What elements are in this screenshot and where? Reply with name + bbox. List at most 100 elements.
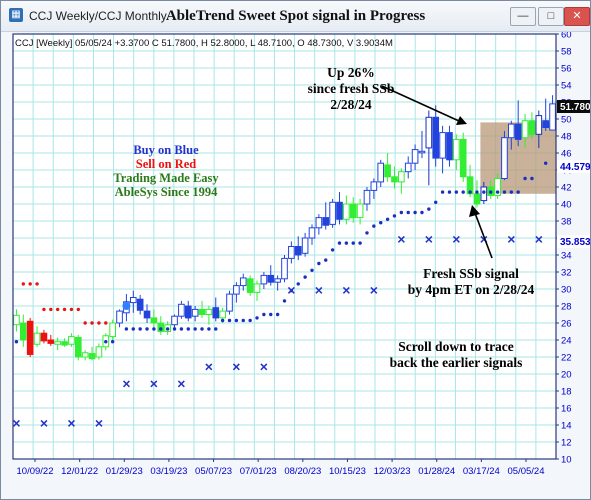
blue-dot-32 bbox=[234, 318, 239, 323]
blue-dot-47 bbox=[337, 241, 342, 245]
svg-text:35.853: 35.853 bbox=[560, 237, 590, 248]
bar-body bbox=[315, 217, 323, 229]
price-bar-60 bbox=[425, 110, 433, 186]
price-label-low: 35.853 bbox=[557, 235, 590, 248]
maximize-button[interactable]: □ bbox=[538, 7, 564, 26]
blue-dot-48 bbox=[344, 241, 349, 245]
arrow-fresh-line bbox=[474, 212, 493, 259]
blue-dot-50 bbox=[358, 241, 362, 245]
date-axis: 10/09/22 12/01/22 01/29/23 03/19/23 05/07/23… bbox=[17, 459, 544, 477]
y-tick-label: 20 bbox=[561, 370, 572, 381]
blue-dot-77 bbox=[543, 161, 548, 165]
bar-body bbox=[26, 320, 34, 355]
bar-body bbox=[384, 164, 391, 178]
x-tick-label: 10/09/22 bbox=[17, 466, 54, 477]
blue-dot-30 bbox=[220, 318, 225, 323]
x-mark-72: × bbox=[507, 231, 515, 247]
bar-body bbox=[308, 227, 316, 239]
y-tick-label: 12 bbox=[561, 438, 572, 449]
bar-body bbox=[33, 332, 41, 345]
scroll-line-1: Scroll down to trace bbox=[398, 339, 514, 354]
price-bar-52 bbox=[370, 178, 378, 199]
bar-body bbox=[418, 150, 426, 154]
bar-body bbox=[404, 162, 412, 173]
price-bar-4 bbox=[40, 329, 48, 344]
blue-dot-34 bbox=[248, 318, 252, 323]
bar-body bbox=[473, 193, 481, 205]
y-tick-label: 26 bbox=[561, 319, 572, 330]
up-line-3: 2/28/24 bbox=[330, 97, 372, 112]
price-bar-25 bbox=[184, 300, 192, 322]
x-mark-36: × bbox=[260, 359, 268, 375]
close-button[interactable]: ✕ bbox=[564, 7, 590, 26]
blue-dot-31 bbox=[227, 318, 232, 323]
up-annotation: Up 26% since fresh SSb 2/28/24 bbox=[308, 65, 395, 112]
blue-dot-19 bbox=[145, 327, 149, 331]
blue-dot-64 bbox=[454, 190, 459, 194]
bar-body bbox=[260, 274, 268, 285]
blue-dot-46 bbox=[330, 248, 335, 252]
blue-dot-53 bbox=[379, 221, 383, 225]
price-bar-41 bbox=[294, 236, 302, 261]
blue-dot-73 bbox=[516, 190, 520, 194]
minimize-button[interactable]: — bbox=[510, 7, 536, 26]
grid-lines bbox=[13, 33, 556, 460]
red-dot-5 bbox=[49, 307, 53, 312]
y-tick-label: 30 bbox=[561, 285, 572, 296]
bar-body bbox=[191, 308, 199, 317]
bar-body bbox=[226, 293, 233, 312]
chart-app-icon: ▦ bbox=[9, 8, 23, 22]
price-bar-26 bbox=[191, 306, 199, 322]
blue-dot-26 bbox=[193, 327, 197, 331]
bar-body bbox=[398, 171, 405, 183]
x-tick-label: 01/29/23 bbox=[106, 466, 143, 477]
price-bar-44 bbox=[315, 214, 323, 235]
blue-dot-67 bbox=[475, 190, 479, 194]
x-mark-24: × bbox=[177, 376, 185, 392]
bar-body bbox=[508, 123, 515, 139]
x-tick-label: 07/01/23 bbox=[240, 466, 277, 477]
bar-body bbox=[205, 308, 213, 315]
price-bar-57 bbox=[404, 156, 412, 179]
price-bar-59 bbox=[418, 130, 426, 159]
blue-dot-45 bbox=[324, 258, 328, 262]
price-bar-35 bbox=[253, 280, 261, 301]
bar-body bbox=[116, 310, 123, 324]
bar-body bbox=[184, 305, 192, 319]
x-mark-40: × bbox=[287, 282, 295, 298]
price-bar-71 bbox=[501, 130, 508, 181]
price-chart[interactable]: × × × × × × × × × × × × × × × × × × × × CCJ [Weekly] 05/05/… bbox=[1, 32, 590, 498]
bar-body bbox=[446, 132, 453, 161]
x-mark-52: × bbox=[370, 282, 378, 298]
info-line: CCJ [Weekly] 05/05/24 +3.3700 C 51.7800,… bbox=[15, 38, 393, 49]
bar-body bbox=[88, 353, 96, 360]
bar-body bbox=[301, 237, 309, 254]
price-bar-27 bbox=[198, 300, 206, 318]
blue-dot-57 bbox=[406, 210, 410, 215]
x-tick-label: 05/07/23 bbox=[195, 466, 232, 477]
y-tick-label: 56 bbox=[561, 64, 572, 75]
blue-dot-69 bbox=[489, 190, 493, 194]
bar-body bbox=[521, 120, 529, 139]
blue-dot-16 bbox=[124, 327, 129, 331]
price-bar-43 bbox=[308, 224, 316, 245]
bar-body bbox=[143, 310, 151, 319]
price-bar-62 bbox=[439, 125, 446, 174]
bar-body bbox=[549, 103, 556, 131]
blue-dot-13 bbox=[104, 340, 108, 344]
bar-body bbox=[363, 189, 371, 205]
blue-dot-52 bbox=[372, 224, 376, 228]
blue-dot-70 bbox=[495, 190, 500, 194]
blue-dot-43 bbox=[310, 268, 314, 272]
x-mark-60: × bbox=[425, 231, 433, 247]
red-dot-6 bbox=[55, 307, 60, 312]
x-tick-label: 12/03/23 bbox=[374, 466, 411, 477]
price-bar-0 bbox=[13, 309, 20, 332]
blue-dot-20 bbox=[152, 327, 156, 331]
blue-dot-36 bbox=[262, 312, 266, 317]
bar-body bbox=[109, 322, 116, 338]
y-tick-label: 38 bbox=[561, 217, 572, 228]
bar-body bbox=[171, 315, 178, 326]
price-label-last: 51.780 bbox=[557, 100, 590, 113]
